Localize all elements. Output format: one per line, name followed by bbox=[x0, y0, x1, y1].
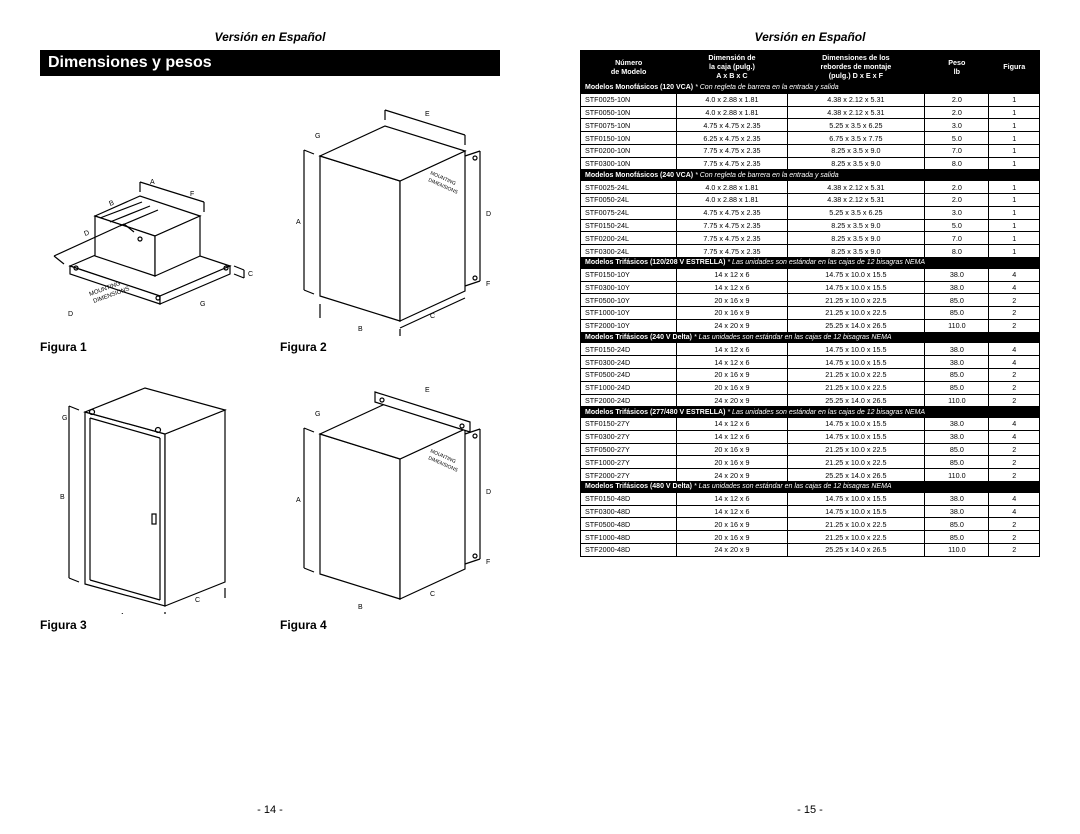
table-header-row: Númerode Modelo Dimensión dela caja (pul… bbox=[581, 51, 1040, 83]
figure-4-diagram: A G B C E D F MOUNTING DIMENSIONS bbox=[280, 374, 500, 614]
col-mount: Dimensiones de losrebordes de montaje(pu… bbox=[787, 51, 925, 83]
svg-text:D: D bbox=[68, 311, 73, 318]
figure-1-label: Figura 1 bbox=[40, 340, 260, 354]
svg-text:B: B bbox=[358, 326, 363, 333]
figure-3-label: Figura 3 bbox=[40, 618, 260, 632]
figure-1-cell: D B A F C MOUNTING DIMENSIONS G D Figura… bbox=[40, 96, 260, 354]
figure-2-diagram: A B C G E D F MOUNTING DIMENSIONS bbox=[280, 96, 500, 336]
svg-text:C: C bbox=[248, 271, 253, 278]
table-row: STF0150-27Y14 x 12 x 614.75 x 10.0 x 15.… bbox=[581, 418, 1040, 431]
table-row: STF0200-10N7.75 x 4.75 x 2.358.25 x 3.5 … bbox=[581, 144, 1040, 157]
table-row: STF0300-24D14 x 12 x 614.75 x 10.0 x 15.… bbox=[581, 356, 1040, 369]
figure-2-label: Figura 2 bbox=[280, 340, 500, 354]
page-number-left: - 14 - bbox=[0, 804, 540, 816]
table-row: STF0300-27Y14 x 12 x 614.75 x 10.0 x 15.… bbox=[581, 430, 1040, 443]
table-section-header: Modelos Monofásicos (120 VCA) * Con regl… bbox=[581, 83, 1040, 94]
svg-text:C: C bbox=[430, 591, 435, 598]
svg-text:G: G bbox=[315, 411, 320, 418]
table-row: STF0050-24L4.0 x 2.88 x 1.814.38 x 2.12 … bbox=[581, 194, 1040, 207]
table-row: STF0075-24L4.75 x 4.75 x 2.355.25 x 3.5 … bbox=[581, 206, 1040, 219]
table-row: STF0300-48D14 x 12 x 614.75 x 10.0 x 15.… bbox=[581, 505, 1040, 518]
version-header-right: Versión en Español bbox=[580, 30, 1040, 44]
table-row: STF0150-10N6.25 x 4.75 x 2.356.75 x 3.5 … bbox=[581, 132, 1040, 145]
table-row: STF1000-10Y20 x 16 x 921.25 x 10.0 x 22.… bbox=[581, 307, 1040, 320]
figure-1-diagram: D B A F C MOUNTING DIMENSIONS G D bbox=[40, 96, 260, 336]
table-row: STF0200-24L7.75 x 4.75 x 2.358.25 x 3.5 … bbox=[581, 232, 1040, 245]
svg-text:B: B bbox=[108, 200, 115, 208]
table-section-header: Modelos Monofásicos (240 VCA) * Con regl… bbox=[581, 170, 1040, 181]
table-row: STF2000-27Y24 x 20 x 925.25 x 14.0 x 26.… bbox=[581, 469, 1040, 482]
col-model: Númerode Modelo bbox=[581, 51, 677, 83]
svg-text:C: C bbox=[195, 597, 200, 604]
table-row: STF0025-24L4.0 x 2.88 x 1.814.38 x 2.12 … bbox=[581, 181, 1040, 194]
table-section-header: Modelos Trifásicos (277/480 V ESTRELLA) … bbox=[581, 407, 1040, 418]
svg-text:F: F bbox=[190, 191, 194, 198]
table-row: STF1000-24D20 x 16 x 921.25 x 10.0 x 22.… bbox=[581, 381, 1040, 394]
page-14: Versión en Español Dimensiones y pesos bbox=[0, 0, 540, 834]
table-row: STF0050-10N4.0 x 2.88 x 1.814.38 x 2.12 … bbox=[581, 106, 1040, 119]
table-section-header: Modelos Trifásicos (240 V Delta) * Las u… bbox=[581, 332, 1040, 343]
section-title-bar: Dimensiones y pesos bbox=[40, 50, 500, 76]
svg-text:D: D bbox=[83, 230, 90, 238]
svg-text:A: A bbox=[296, 219, 301, 226]
col-figure: Figura bbox=[989, 51, 1040, 83]
svg-text:B: B bbox=[60, 494, 65, 501]
table-row: STF0500-48D20 x 16 x 921.25 x 10.0 x 22.… bbox=[581, 518, 1040, 531]
table-section-header: Modelos Trifásicos (120/208 V ESTRELLA) … bbox=[581, 257, 1040, 268]
svg-text:F: F bbox=[486, 559, 490, 566]
svg-text:B: B bbox=[358, 604, 363, 611]
page-15: Versión en Español Númerode Modelo Dimen… bbox=[540, 0, 1080, 834]
col-weight: Pesolb bbox=[925, 51, 989, 83]
svg-text:D: D bbox=[486, 211, 491, 218]
table-row: STF2000-10Y24 x 20 x 925.25 x 14.0 x 26.… bbox=[581, 319, 1040, 332]
table-row: STF1000-48D20 x 16 x 921.25 x 10.0 x 22.… bbox=[581, 531, 1040, 544]
table-row: STF0150-24D14 x 12 x 614.75 x 10.0 x 15.… bbox=[581, 343, 1040, 356]
table-row: STF0500-24D20 x 16 x 921.25 x 10.0 x 22.… bbox=[581, 368, 1040, 381]
svg-text:A: A bbox=[120, 613, 125, 614]
svg-text:E: E bbox=[425, 387, 430, 394]
svg-text:G: G bbox=[62, 415, 67, 422]
dimensions-table: Númerode Modelo Dimensión dela caja (pul… bbox=[580, 50, 1040, 557]
table-row: STF0500-10Y20 x 16 x 921.25 x 10.0 x 22.… bbox=[581, 294, 1040, 307]
svg-text:E: E bbox=[425, 111, 430, 118]
table-row: STF0150-24L7.75 x 4.75 x 2.358.25 x 3.5 … bbox=[581, 219, 1040, 232]
svg-text:F: F bbox=[486, 281, 490, 288]
svg-text:A: A bbox=[150, 179, 155, 186]
svg-text:D: D bbox=[486, 489, 491, 496]
page-number-right: - 15 - bbox=[540, 804, 1080, 816]
table-row: STF0300-10N7.75 x 4.75 x 2.358.25 x 3.5 … bbox=[581, 157, 1040, 170]
svg-text:G: G bbox=[315, 133, 320, 140]
figure-3-cell: G B A C Figura 3 bbox=[40, 374, 260, 632]
table-row: STF1000-27Y20 x 16 x 921.25 x 10.0 x 22.… bbox=[581, 456, 1040, 469]
table-row: STF2000-48D24 x 20 x 925.25 x 14.0 x 26.… bbox=[581, 543, 1040, 556]
col-box: Dimensión dela caja (pulg.)A x B x C bbox=[677, 51, 787, 83]
table-row: STF0075-10N4.75 x 4.75 x 2.355.25 x 3.5 … bbox=[581, 119, 1040, 132]
version-header-left: Versión en Español bbox=[40, 30, 500, 44]
table-row: STF0150-48D14 x 12 x 614.75 x 10.0 x 15.… bbox=[581, 492, 1040, 505]
table-row: STF0300-24L7.75 x 4.75 x 2.358.25 x 3.5 … bbox=[581, 245, 1040, 258]
svg-text:C: C bbox=[430, 313, 435, 320]
figure-3-diagram: G B A C bbox=[40, 374, 260, 614]
table-row: STF0500-27Y20 x 16 x 921.25 x 10.0 x 22.… bbox=[581, 443, 1040, 456]
table-row: STF0300-10Y14 x 12 x 614.75 x 10.0 x 15.… bbox=[581, 281, 1040, 294]
table-section-header: Modelos Trifásicos (480 V Delta) * Las u… bbox=[581, 482, 1040, 493]
svg-text:A: A bbox=[296, 497, 301, 504]
table-row: STF0025-10N4.0 x 2.88 x 1.814.38 x 2.12 … bbox=[581, 93, 1040, 106]
figure-4-label: Figura 4 bbox=[280, 618, 500, 632]
figure-4-cell: A G B C E D F MOUNTING DIMENSIONS Figura… bbox=[280, 374, 500, 632]
figures-grid: D B A F C MOUNTING DIMENSIONS G D Figura… bbox=[40, 96, 500, 632]
table-row: STF2000-24D24 x 20 x 925.25 x 14.0 x 26.… bbox=[581, 394, 1040, 407]
table-row: STF0150-10Y14 x 12 x 614.75 x 10.0 x 15.… bbox=[581, 268, 1040, 281]
svg-text:G: G bbox=[200, 301, 205, 308]
figure-2-cell: A B C G E D F MOUNTING DIMENSIONS Figura… bbox=[280, 96, 500, 354]
